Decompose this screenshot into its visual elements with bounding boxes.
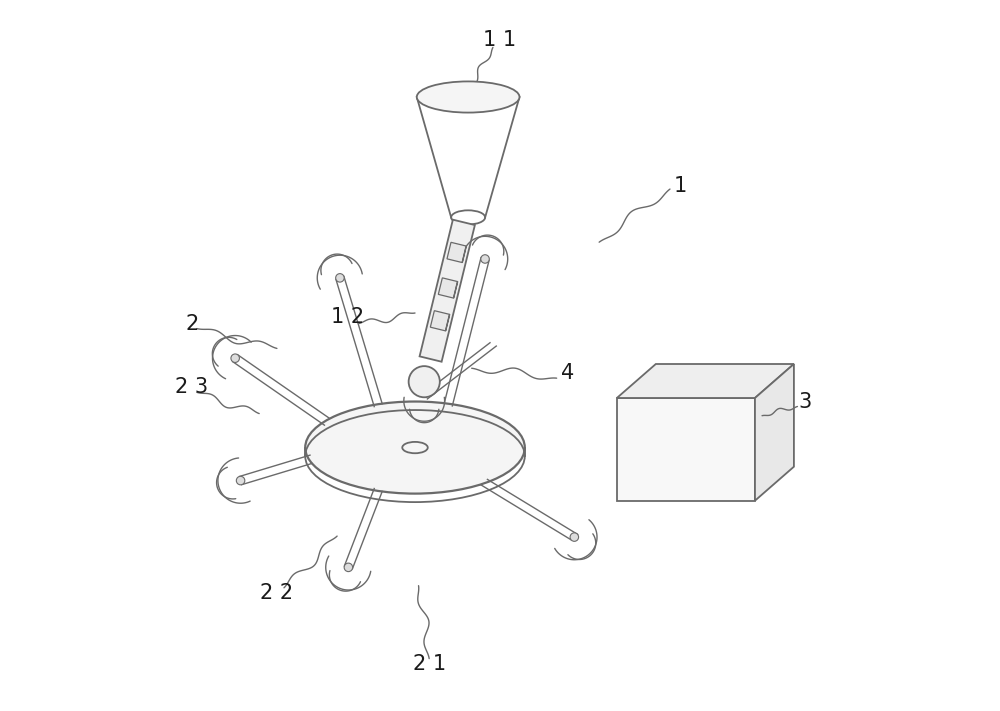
Circle shape (336, 274, 344, 282)
Circle shape (236, 476, 245, 485)
Polygon shape (453, 282, 458, 298)
Text: 1 1: 1 1 (483, 31, 517, 50)
Polygon shape (462, 246, 466, 262)
Circle shape (231, 354, 239, 363)
Circle shape (570, 533, 579, 541)
Circle shape (344, 563, 353, 572)
Polygon shape (617, 364, 794, 398)
Circle shape (409, 366, 440, 397)
Text: 2 2: 2 2 (260, 583, 293, 603)
Text: 3: 3 (798, 392, 811, 412)
Text: 1 2: 1 2 (331, 306, 364, 326)
Ellipse shape (305, 402, 525, 493)
Polygon shape (445, 314, 450, 331)
Text: 2: 2 (185, 314, 199, 333)
Circle shape (481, 255, 489, 263)
Polygon shape (438, 278, 457, 298)
Polygon shape (447, 242, 466, 262)
Text: 2 1: 2 1 (413, 653, 446, 673)
Polygon shape (755, 364, 794, 501)
Polygon shape (420, 220, 475, 362)
Text: 4: 4 (561, 363, 574, 383)
Bar (617, 398, 755, 501)
Ellipse shape (417, 82, 519, 112)
Polygon shape (430, 311, 449, 331)
Text: 1: 1 (674, 176, 687, 196)
Text: 2 3: 2 3 (175, 378, 208, 397)
